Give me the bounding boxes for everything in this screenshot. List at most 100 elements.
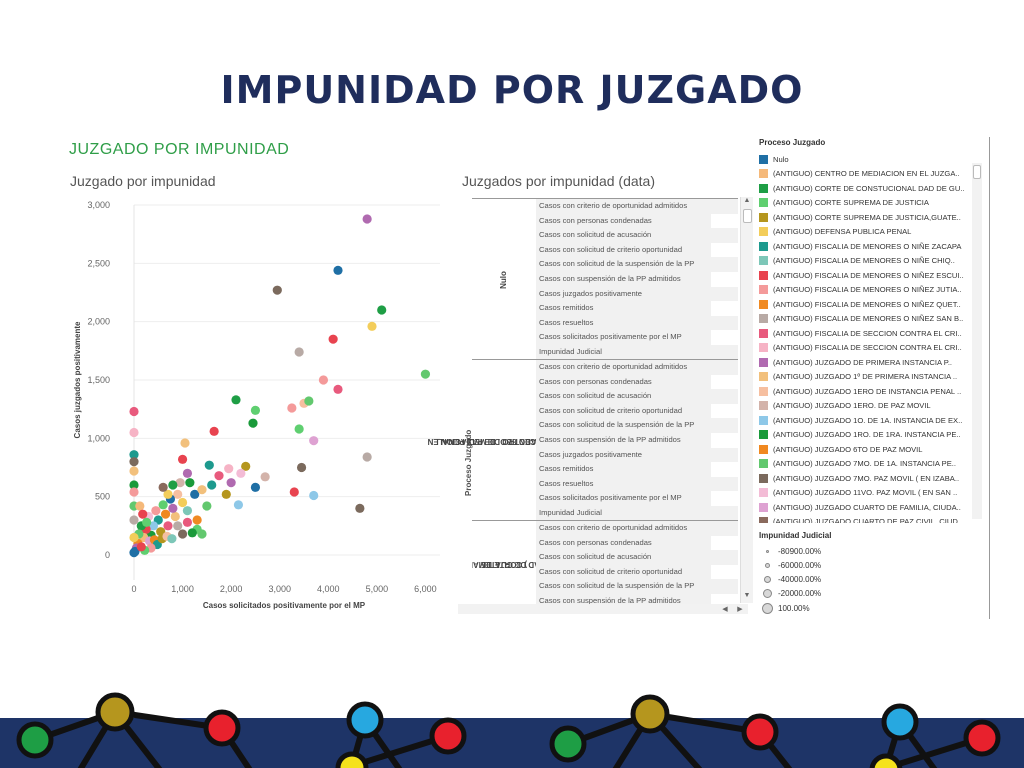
table-row[interactable]: Impunidad Judicial [536, 506, 711, 521]
scatter-point[interactable] [170, 511, 180, 522]
scatter-point[interactable] [250, 405, 261, 415]
scatter-point[interactable] [250, 482, 261, 492]
scatter-point[interactable] [177, 529, 188, 539]
table-row[interactable]: Casos resueltos [536, 315, 711, 331]
scatter-point[interactable] [142, 517, 152, 527]
table-row[interactable]: Casos con personas condenadas [536, 374, 711, 390]
legend-item[interactable]: (ANTIGUO) FISCALIA DE MENORES O NIÑE ZAC… [759, 239, 971, 254]
scatter-point[interactable] [362, 452, 372, 462]
legend-item[interactable]: (ANTIGUO) JUZGADO 1º DE PRIMERA INSTANCI… [759, 370, 971, 385]
impunity-item[interactable]: -60000.00% [762, 559, 821, 572]
scatter-point[interactable] [129, 457, 139, 467]
scatter-point[interactable] [214, 471, 224, 481]
scatter-point[interactable] [296, 462, 307, 473]
scatter-point[interactable] [129, 515, 139, 525]
scatter-point[interactable] [158, 500, 168, 510]
scatter-point[interactable] [309, 490, 319, 501]
table-row[interactable]: Casos con solicitud de acusación [536, 389, 711, 404]
scatter-point[interactable] [294, 424, 304, 434]
scroll-right-icon[interactable]: ▶ [737, 606, 743, 613]
legend-list[interactable]: Nulo (ANTIGUO) CENTRO DE MEDIACION EN EL … [759, 152, 971, 523]
scatter-point[interactable] [163, 489, 173, 499]
scatter-chart[interactable]: 0 500 1,000 1,500 2,000 2,500 3,000 0 1,000 2,000… [60, 190, 460, 610]
legend-item[interactable]: (ANTIGUO) CORTE DE CONSTUCIONAL DAD DE G… [759, 181, 971, 196]
legend-item[interactable]: (ANTIGUO) FISCALIA DE MENORES O NIÑEZ QU… [759, 297, 971, 312]
scatter-point[interactable] [362, 214, 372, 224]
legend-item[interactable]: (ANTIGUO) FISCALIA DE SECCION CONTRA EL … [759, 341, 971, 356]
scatter-point[interactable] [333, 384, 343, 394]
scatter-point[interactable] [221, 489, 231, 499]
scroll-left-icon[interactable]: ◀ [722, 606, 728, 613]
legend-item[interactable]: (ANTIGUO) JUZGADO 1ERO DE INSTANCIA PENA… [759, 384, 971, 399]
scatter-point[interactable] [226, 478, 236, 488]
table-row[interactable]: Casos con suspensión de la PP admitidos [536, 272, 711, 287]
table-row[interactable]: Casos con solicitud de la suspensión de … [536, 418, 711, 433]
table-row[interactable]: Casos con suspensión de la PP admitidos [536, 433, 711, 448]
scatter-point[interactable] [328, 334, 338, 344]
scatter-point[interactable] [289, 487, 299, 497]
scatter-point[interactable] [294, 347, 304, 357]
scatter-point[interactable] [207, 480, 217, 490]
scatter-point[interactable] [163, 521, 173, 531]
scatter-point[interactable] [367, 321, 377, 331]
table-row[interactable]: Casos juzgados positivamente [536, 286, 711, 302]
table-row[interactable]: Casos con solicitud de la suspensión de … [536, 257, 711, 272]
legend-item[interactable]: (ANTIGUO) CORTE SUPREMA DE JUSTICIA [759, 196, 971, 211]
scatter-point[interactable] [224, 464, 234, 474]
scroll-up-icon[interactable]: ▲ [743, 197, 751, 204]
table-row[interactable]: Impunidad Judicial [536, 345, 711, 360]
scatter-point[interactable] [309, 436, 319, 446]
legend-item[interactable]: (ANTIGUO) FISCALIA DE MENORES O NIÑEZ ES… [759, 268, 971, 283]
table-row[interactable]: Casos remitidos [536, 462, 711, 477]
impunity-item[interactable]: -80900.00% [762, 545, 821, 558]
scatter-point[interactable] [241, 461, 251, 471]
legend-item[interactable]: (ANTIGUO) CORTE SUPREMA DE JUSTICIA,GUAT… [759, 210, 971, 225]
scatter-point[interactable] [173, 489, 183, 499]
scatter-point[interactable] [182, 468, 193, 478]
scatter-point[interactable] [355, 503, 365, 513]
scatter-point[interactable] [160, 509, 171, 519]
legend-item[interactable]: (ANTIGUO) JUZGADO 7MO. PAZ MOVIL ( EN IZ… [759, 471, 971, 486]
table-row[interactable]: Casos con solicitud de criterio oportuni… [536, 564, 711, 580]
legend-item[interactable]: (ANTIGUO) JUZGADO 1ERO. DE PAZ MOVIL [759, 399, 971, 414]
table-row[interactable]: Casos con criterio de oportunidad admiti… [536, 199, 711, 214]
table-row[interactable]: Casos con solicitud de criterio oportuni… [536, 403, 711, 419]
table-row[interactable]: Casos con solicitud de acusación [536, 550, 711, 565]
table-row[interactable]: Casos con suspensión de la PP admitidos [536, 594, 711, 607]
scatter-point[interactable] [182, 517, 193, 527]
scatter-point[interactable] [129, 466, 139, 476]
table-row[interactable]: Casos remitidos [536, 301, 711, 316]
scatter-point[interactable] [236, 468, 246, 478]
scatter-point[interactable] [173, 521, 183, 531]
scatter-point[interactable] [192, 515, 202, 525]
table-row[interactable]: Casos resueltos [536, 476, 711, 492]
scatter-point[interactable] [420, 369, 431, 379]
scatter-point[interactable] [138, 509, 148, 519]
scatter-point[interactable] [304, 396, 314, 406]
scatter-point[interactable] [204, 460, 214, 470]
table-scroll-thumb[interactable] [743, 209, 752, 223]
scatter-point[interactable] [318, 375, 329, 385]
scatter-point[interactable] [129, 427, 139, 438]
scatter-point[interactable] [135, 501, 145, 511]
scatter-point[interactable] [177, 497, 188, 508]
scatter-point[interactable] [377, 305, 387, 315]
legend-item[interactable]: (ANTIGUO) JUZGADO 6TO DE PAZ MOVIL [759, 442, 971, 457]
table-row[interactable]: Casos con solicitud de la suspensión de … [536, 579, 711, 594]
scatter-point[interactable] [185, 478, 195, 488]
scatter-point[interactable] [168, 480, 178, 490]
scatter-point[interactable] [287, 403, 297, 413]
scatter-point[interactable] [129, 548, 139, 558]
scatter-point[interactable] [129, 487, 139, 497]
table-row[interactable]: Casos con criterio de oportunidad admiti… [536, 360, 711, 375]
scatter-point[interactable] [182, 506, 193, 516]
table-row[interactable]: Casos solicitados positivamente por el M… [536, 491, 711, 506]
legend-item[interactable]: (ANTIGUO) DEFENSA PUBLICA PENAL [759, 225, 971, 240]
legend-item[interactable]: (ANTIGUO) JUZGADO 11VO. PAZ MOVIL ( EN S… [759, 486, 971, 501]
legend-item[interactable]: (ANTIGUO) JUZGADO 1O. DE 1A. INSTANCIA D… [759, 413, 971, 428]
scatter-point[interactable] [248, 418, 258, 428]
scatter-point[interactable] [202, 501, 212, 511]
legend-item[interactable]: (ANTIGUO) FISCALIA DE MENORES O NIÑEZ JU… [759, 283, 971, 298]
scatter-point[interactable] [190, 489, 200, 499]
legend-item[interactable]: (ANTIGUO) FISCALIA DE SECCION CONTRA EL … [759, 326, 971, 341]
